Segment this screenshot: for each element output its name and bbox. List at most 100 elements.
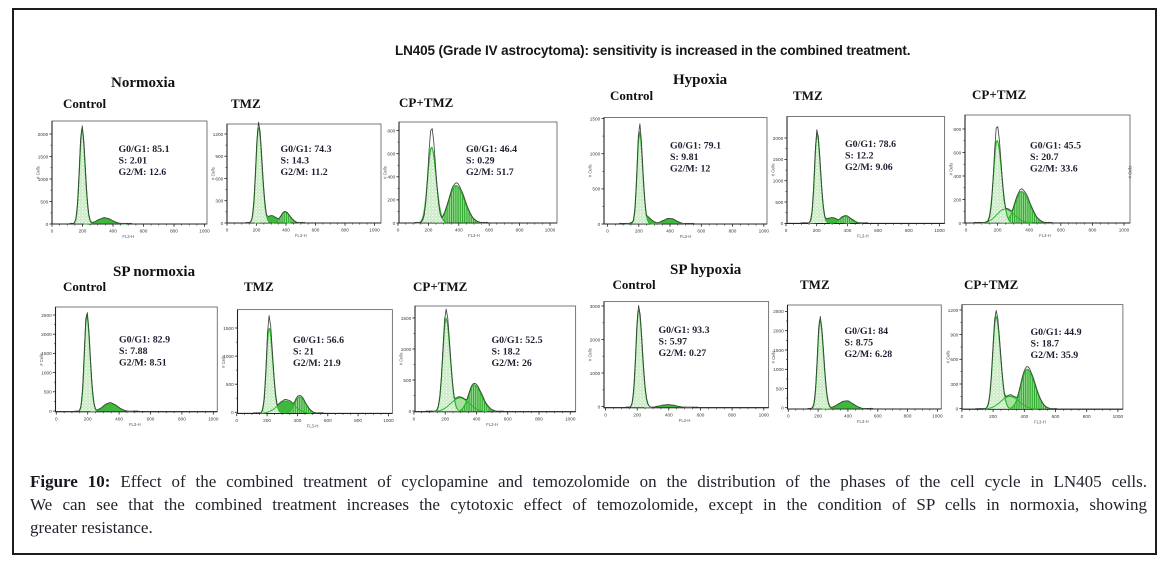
- svg-text:600: 600: [953, 150, 961, 155]
- svg-text:600: 600: [324, 418, 332, 423]
- svg-text:1000: 1000: [565, 416, 576, 421]
- svg-text:600: 600: [950, 357, 958, 362]
- svg-text:G0/G1: 74.3S: 14.3G2/M: 11.2: G0/G1: 74.3 S: 14.3 G2/M: 11.2: [281, 144, 332, 178]
- svg-text:FL3-H: FL3-H: [468, 233, 480, 238]
- svg-text:600: 600: [874, 228, 882, 233]
- svg-text:1000: 1000: [369, 228, 380, 233]
- svg-text:# Cells: # Cells: [211, 167, 216, 180]
- svg-text:800: 800: [729, 229, 737, 234]
- svg-text:# Cells: # Cells: [949, 163, 954, 176]
- svg-text:2000: 2000: [773, 329, 784, 334]
- svg-text:# Cells: # Cells: [588, 164, 593, 177]
- svg-text:1500: 1500: [590, 116, 601, 121]
- svg-text:400: 400: [282, 228, 290, 233]
- svg-text:200: 200: [814, 414, 822, 419]
- svg-text:1000: 1000: [401, 347, 412, 352]
- svg-text:0: 0: [961, 414, 964, 419]
- svg-text:0: 0: [393, 221, 396, 226]
- svg-text:0: 0: [781, 221, 784, 226]
- svg-text:# Cells: # Cells: [221, 355, 226, 368]
- svg-text:1500: 1500: [223, 326, 234, 331]
- svg-text:600: 600: [485, 228, 493, 233]
- svg-text:0: 0: [409, 409, 412, 414]
- svg-text:0: 0: [231, 410, 234, 415]
- svg-text:1000: 1000: [773, 179, 784, 184]
- svg-text:1500: 1500: [38, 154, 49, 159]
- svg-text:0: 0: [46, 222, 49, 227]
- svg-text:1000: 1000: [759, 229, 770, 234]
- svg-text:FL3-H: FL3-H: [122, 234, 134, 239]
- svg-text:0: 0: [49, 409, 52, 414]
- svg-text:800: 800: [1088, 228, 1096, 233]
- svg-text:500: 500: [776, 386, 784, 391]
- svg-text:400: 400: [844, 414, 852, 419]
- svg-text:800: 800: [170, 229, 178, 234]
- svg-text:400: 400: [953, 174, 961, 179]
- svg-text:0: 0: [959, 221, 962, 226]
- svg-text:200: 200: [813, 228, 821, 233]
- svg-text:FL3-H: FL3-H: [857, 419, 869, 424]
- svg-text:2000: 2000: [41, 332, 52, 337]
- svg-text:FL3-H: FL3-H: [307, 424, 319, 429]
- svg-text:0: 0: [221, 221, 224, 226]
- svg-text:FL3-H: FL3-H: [129, 422, 141, 427]
- svg-text:0: 0: [604, 412, 607, 417]
- svg-text:# Cells: # Cells: [383, 166, 388, 179]
- svg-text:400: 400: [115, 416, 123, 421]
- svg-text:1000: 1000: [41, 370, 52, 375]
- svg-text:1000: 1000: [590, 371, 601, 376]
- svg-text:1000: 1000: [759, 412, 770, 417]
- svg-text:400: 400: [1020, 414, 1028, 419]
- svg-text:G0/G1: 44.9S: 18.7G2/M: 35.9: G0/G1: 44.9 S: 18.7 G2/M: 35.9: [1031, 327, 1082, 361]
- svg-text:# Cells: # Cells: [39, 353, 44, 366]
- svg-text:# Cells: # Cells: [588, 348, 593, 361]
- svg-text:200: 200: [79, 229, 87, 234]
- svg-text:200: 200: [84, 416, 92, 421]
- svg-text:0: 0: [598, 222, 601, 227]
- svg-text:800: 800: [904, 414, 912, 419]
- svg-text:600: 600: [147, 416, 155, 421]
- svg-text:500: 500: [44, 390, 52, 395]
- svg-text:900: 900: [215, 154, 223, 159]
- svg-text:600: 600: [215, 176, 223, 181]
- svg-text:0: 0: [598, 404, 601, 409]
- svg-text:200: 200: [633, 412, 641, 417]
- svg-text:1000: 1000: [590, 152, 601, 157]
- svg-text:200: 200: [441, 416, 449, 421]
- svg-text:800: 800: [728, 412, 736, 417]
- svg-text:600: 600: [140, 229, 148, 234]
- svg-text:800: 800: [341, 228, 349, 233]
- svg-text:200: 200: [424, 228, 432, 233]
- svg-text:500: 500: [40, 199, 48, 204]
- svg-text:600: 600: [874, 414, 882, 419]
- svg-text:0: 0: [51, 229, 54, 234]
- svg-text:0: 0: [413, 416, 416, 421]
- svg-text:300: 300: [215, 199, 223, 204]
- svg-text:1500: 1500: [773, 157, 784, 162]
- svg-text:600: 600: [504, 416, 512, 421]
- svg-text:400: 400: [665, 412, 673, 417]
- svg-text:0: 0: [55, 416, 58, 421]
- svg-text:200: 200: [989, 414, 997, 419]
- svg-text:500: 500: [403, 378, 411, 383]
- svg-text:1500: 1500: [773, 348, 784, 353]
- svg-text:200: 200: [635, 229, 643, 234]
- svg-text:G0/G1: 45.5S: 20.7G2/M: 33.6: G0/G1: 45.5 S: 20.7 G2/M: 33.6: [1030, 141, 1081, 175]
- svg-text:600: 600: [697, 229, 705, 234]
- svg-text:0: 0: [226, 228, 229, 233]
- svg-text:2500: 2500: [41, 313, 52, 318]
- svg-text:400: 400: [473, 416, 481, 421]
- svg-text:1000: 1000: [545, 228, 556, 233]
- svg-text:800: 800: [387, 128, 395, 133]
- svg-text:600: 600: [697, 412, 705, 417]
- svg-text:FL3-H: FL3-H: [857, 234, 869, 239]
- svg-text:200: 200: [253, 228, 261, 233]
- svg-text:600: 600: [312, 228, 320, 233]
- svg-text:800: 800: [953, 127, 961, 132]
- svg-text:1000: 1000: [38, 177, 49, 182]
- svg-text:0: 0: [965, 228, 968, 233]
- svg-text:2000: 2000: [773, 136, 784, 141]
- svg-text:0: 0: [235, 418, 238, 423]
- svg-text:# Cells: # Cells: [771, 351, 776, 364]
